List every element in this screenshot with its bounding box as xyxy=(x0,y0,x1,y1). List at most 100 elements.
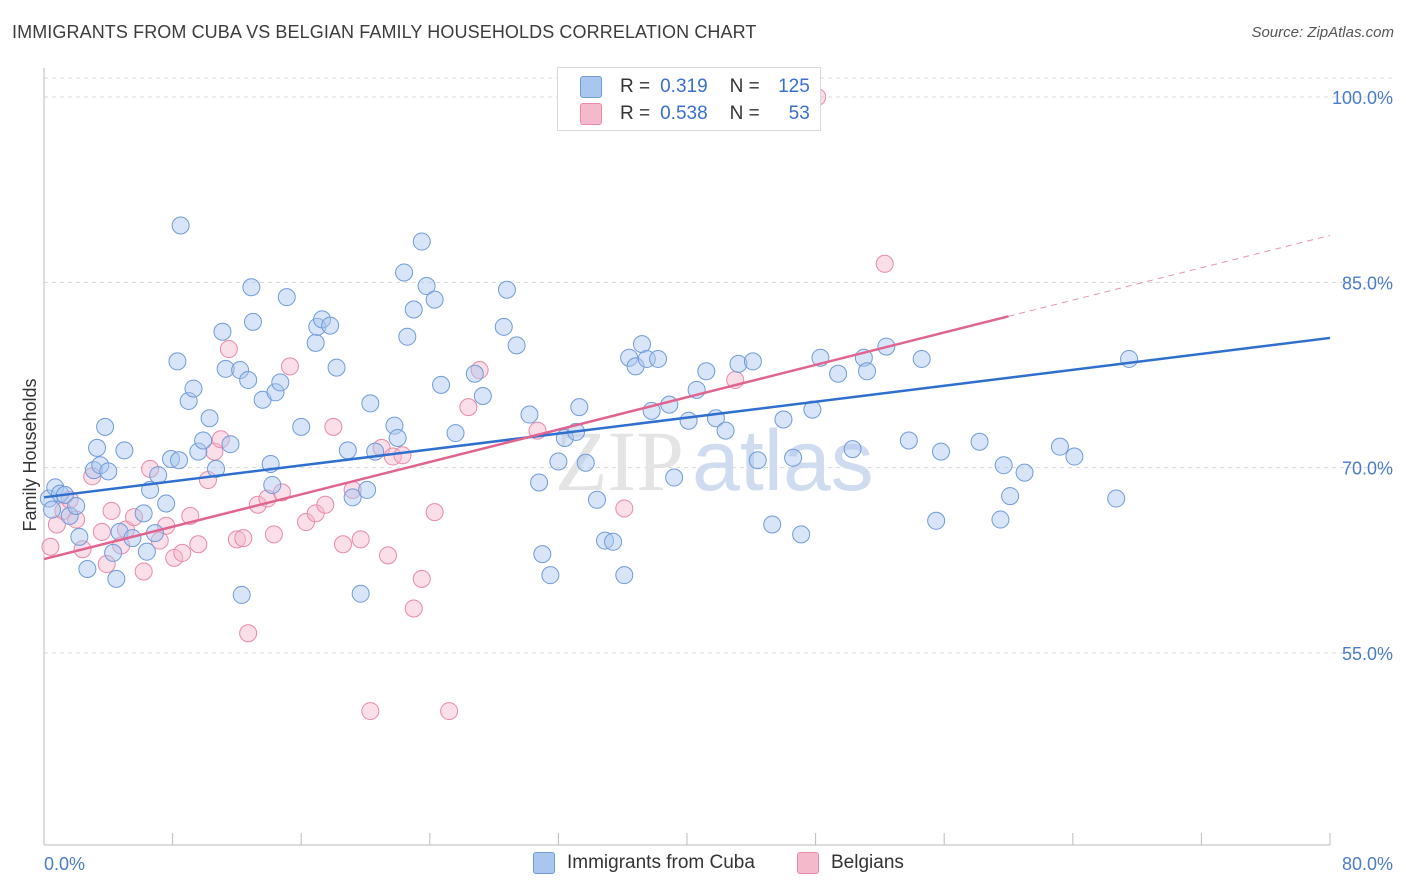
legend-n-value-belgians: 53 xyxy=(788,103,810,124)
point-cuba xyxy=(104,543,123,562)
point-cuba xyxy=(1120,349,1139,368)
point-belgians xyxy=(393,446,412,465)
point-cuba xyxy=(716,421,735,440)
point-belgians xyxy=(173,543,192,562)
point-cuba xyxy=(213,322,232,341)
point-belgians xyxy=(440,702,459,721)
point-belgians xyxy=(280,357,299,376)
point-cuba xyxy=(829,364,848,383)
point-cuba xyxy=(748,451,767,470)
y-axis-title: Family Households xyxy=(20,378,40,531)
series-cuba-points xyxy=(39,216,1139,604)
zipatlas-watermark: ZIP atlas xyxy=(555,413,874,509)
point-belgians xyxy=(134,562,153,581)
point-cuba xyxy=(168,352,187,371)
point-cuba xyxy=(361,394,380,413)
point-cuba xyxy=(541,566,560,585)
point-belgians xyxy=(412,569,431,588)
point-belgians xyxy=(272,483,291,502)
chart-title: IMMIGRANTS FROM CUBA VS BELGIAN FAMILY H… xyxy=(12,22,757,42)
point-cuba xyxy=(107,569,126,588)
point-cuba xyxy=(232,585,251,604)
point-cuba xyxy=(432,375,451,394)
point-belgians xyxy=(383,447,402,466)
point-cuba xyxy=(1015,463,1034,482)
regression-line-belgians xyxy=(43,315,1009,561)
watermark-atlas: atlas xyxy=(692,413,874,509)
point-cuba xyxy=(446,424,465,443)
point-cuba xyxy=(697,362,716,381)
regression-line-cuba xyxy=(43,336,1331,499)
point-cuba xyxy=(1050,437,1069,456)
point-cuba xyxy=(351,584,370,603)
axes xyxy=(43,68,1331,846)
point-belgians xyxy=(239,624,258,643)
series-belgians-points xyxy=(41,88,894,721)
legend-row-belgians: R = 0.538 N = 53 xyxy=(580,101,810,127)
y-tick-labels: 55.0% 70.0% 85.0% 100.0% xyxy=(1332,88,1393,664)
legend-n-label: N = xyxy=(729,76,760,97)
point-cuba xyxy=(679,411,698,430)
point-cuba xyxy=(149,466,168,485)
point-cuba xyxy=(358,480,377,499)
point-cuba xyxy=(170,451,189,470)
point-cuba xyxy=(395,263,414,282)
x-tick-labels: 0.0% 80.0% xyxy=(44,854,1393,874)
point-cuba xyxy=(398,327,417,346)
point-cuba xyxy=(570,398,589,417)
point-cuba xyxy=(189,442,208,461)
point-belgians xyxy=(361,702,380,721)
point-cuba xyxy=(96,417,115,436)
point-cuba xyxy=(60,506,79,525)
point-cuba xyxy=(343,488,362,507)
point-cuba xyxy=(604,532,623,551)
point-belgians xyxy=(425,503,444,522)
point-cuba xyxy=(843,440,862,459)
point-belgians xyxy=(234,529,253,548)
point-cuba xyxy=(774,410,793,429)
point-cuba xyxy=(615,566,634,585)
point-belgians xyxy=(333,535,352,554)
watermark-zip: ZIP xyxy=(555,413,684,509)
bottom-legend-belgians[interactable]: Belgians xyxy=(797,852,904,874)
point-cuba xyxy=(587,490,606,509)
bottom-legend-swatch-cuba xyxy=(533,852,555,874)
point-cuba xyxy=(1065,447,1084,466)
point-cuba xyxy=(88,438,107,457)
point-cuba xyxy=(134,504,153,523)
x-tick-label-max: 80.0% xyxy=(1342,854,1393,874)
legend-swatch-cuba xyxy=(580,76,602,98)
point-cuba xyxy=(99,462,118,481)
point-cuba xyxy=(327,358,346,377)
bottom-legend-cuba[interactable]: Immigrants from Cuba xyxy=(533,852,755,874)
point-cuba xyxy=(338,441,357,460)
point-cuba xyxy=(743,352,762,371)
bottom-legend-label-belgians: Belgians xyxy=(831,852,904,873)
point-belgians xyxy=(41,537,60,556)
point-cuba xyxy=(292,417,311,436)
point-cuba xyxy=(388,429,407,448)
point-cuba xyxy=(626,357,645,376)
point-cuba xyxy=(858,362,877,381)
point-cuba xyxy=(576,453,595,472)
y-tick-label: 70.0% xyxy=(1342,459,1393,479)
point-cuba xyxy=(425,290,444,309)
point-belgians xyxy=(324,417,343,436)
point-cuba xyxy=(784,448,803,467)
point-cuba xyxy=(927,511,946,530)
point-cuba xyxy=(207,459,226,478)
point-cuba xyxy=(263,475,282,494)
point-cuba xyxy=(520,405,539,424)
point-cuba xyxy=(216,359,235,378)
point-cuba xyxy=(507,336,526,355)
point-belgians xyxy=(379,546,398,565)
regression-lines xyxy=(43,234,1331,561)
legend-n-label: N = xyxy=(729,103,760,124)
point-cuba xyxy=(67,496,86,515)
bottom-legend: Immigrants from Cuba Belgians xyxy=(0,852,1406,878)
point-cuba xyxy=(665,468,684,487)
point-cuba xyxy=(994,456,1013,475)
point-cuba xyxy=(70,527,89,546)
point-cuba xyxy=(184,379,203,398)
